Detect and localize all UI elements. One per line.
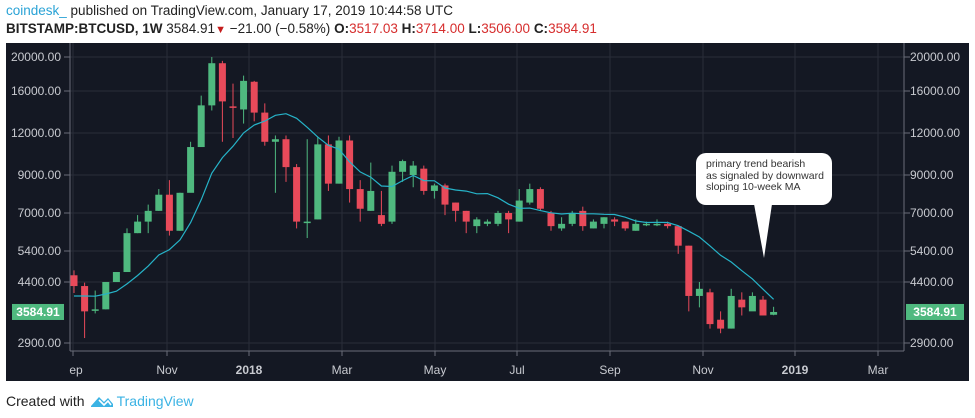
open-label: O: bbox=[334, 21, 350, 36]
svg-text:2019: 2019 bbox=[782, 363, 809, 377]
footer: Created with TradingView bbox=[6, 393, 194, 409]
chart-panel[interactable]: 20000.00 20000.00 16000.00 16000.00 12000.00… bbox=[6, 43, 969, 381]
svg-text:12000.00: 12000.00 bbox=[11, 126, 61, 140]
svg-text:Mar: Mar bbox=[868, 363, 889, 377]
svg-text:Jul: Jul bbox=[509, 363, 524, 377]
tradingview-link[interactable]: TradingView bbox=[116, 393, 194, 409]
down-triangle-icon: ▼ bbox=[215, 24, 226, 36]
annotation-line: sloping 10-week MA bbox=[706, 181, 801, 193]
open-value: 3517.03 bbox=[349, 21, 398, 36]
svg-text:5400.00: 5400.00 bbox=[910, 244, 954, 258]
annotation-line: as signaled by downward bbox=[706, 169, 824, 182]
close-value: 3584.91 bbox=[548, 21, 597, 36]
svg-text:ep: ep bbox=[69, 363, 83, 377]
svg-text:Mar: Mar bbox=[332, 363, 353, 377]
svg-text:4400.00: 4400.00 bbox=[18, 275, 62, 289]
svg-text:2900.00: 2900.00 bbox=[910, 336, 954, 350]
annotation-callout: primary trend bearish as signaled by dow… bbox=[696, 153, 832, 205]
created-with-text: Created with bbox=[6, 393, 85, 409]
publish-info: coindesk_ published on TradingView.com, … bbox=[6, 3, 453, 18]
close-label: C: bbox=[533, 21, 549, 36]
svg-text:May: May bbox=[424, 363, 447, 377]
low-label: L: bbox=[468, 21, 482, 36]
svg-text:5400.00: 5400.00 bbox=[18, 244, 62, 258]
svg-text:3584.91: 3584.91 bbox=[16, 305, 60, 319]
svg-text:Nov: Nov bbox=[156, 363, 177, 377]
svg-text:Nov: Nov bbox=[692, 363, 713, 377]
svg-text:9000.00: 9000.00 bbox=[910, 168, 954, 182]
svg-text:16000.00: 16000.00 bbox=[11, 84, 61, 98]
svg-text:20000.00: 20000.00 bbox=[910, 50, 960, 64]
annotation-line: primary trend bearish bbox=[706, 158, 806, 170]
published-text: published on TradingView.com, January 17… bbox=[66, 3, 454, 18]
svg-text:16000.00: 16000.00 bbox=[910, 84, 960, 98]
svg-text:Sep: Sep bbox=[599, 363, 621, 377]
svg-text:20000.00: 20000.00 bbox=[11, 50, 61, 64]
tradingview-logo-icon bbox=[90, 397, 113, 407]
svg-text:7000.00: 7000.00 bbox=[18, 206, 62, 220]
low-value: 3506.00 bbox=[481, 21, 531, 36]
candlestick-chart[interactable]: 20000.00 20000.00 16000.00 16000.00 12000.00… bbox=[6, 43, 969, 381]
high-label: H: bbox=[401, 21, 416, 36]
price-change: −21.00 (−0.58%) bbox=[229, 21, 331, 36]
svg-text:7000.00: 7000.00 bbox=[910, 206, 954, 220]
svg-text:3584.91: 3584.91 bbox=[913, 305, 957, 319]
publisher-link[interactable]: coindesk_ bbox=[6, 3, 67, 18]
svg-text:4400.00: 4400.00 bbox=[910, 275, 954, 289]
svg-text:12000.00: 12000.00 bbox=[910, 126, 960, 140]
svg-text:2900.00: 2900.00 bbox=[18, 336, 62, 350]
symbol-info: BITSTAMP:BTCUSD, 1W 3584.91▼ −21.00 (−0.… bbox=[6, 21, 597, 36]
svg-text:9000.00: 9000.00 bbox=[18, 168, 62, 182]
high-value: 3714.00 bbox=[415, 21, 465, 36]
last-price: 3584.91 bbox=[166, 21, 216, 36]
svg-text:2018: 2018 bbox=[236, 363, 263, 377]
symbol-label: BITSTAMP:BTCUSD, 1W bbox=[6, 21, 163, 36]
